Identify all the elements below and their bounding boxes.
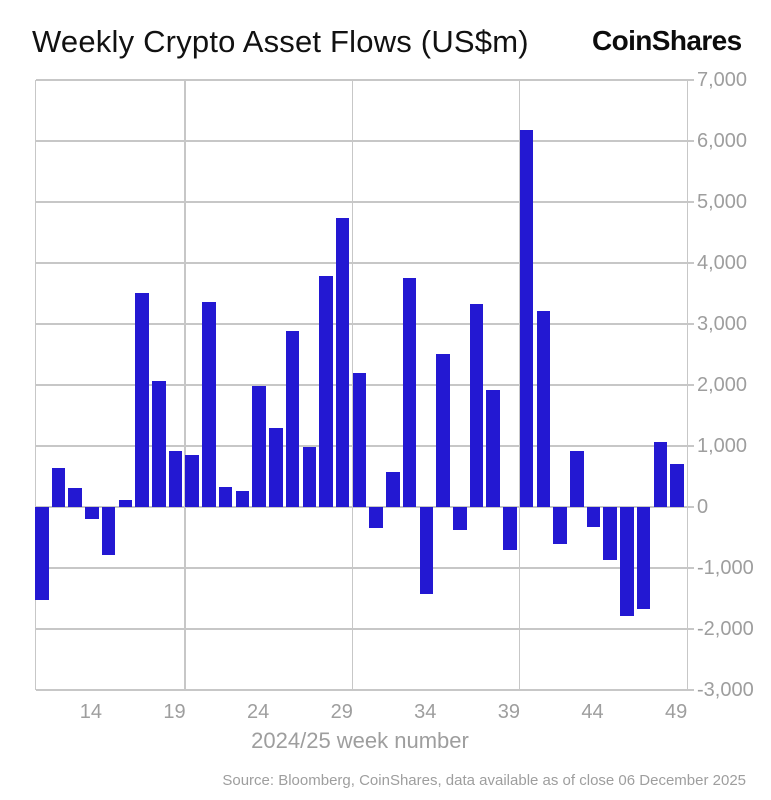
y-tick-label: 4,000: [697, 252, 748, 274]
bar-week-48: [653, 441, 668, 507]
gridline-y--2000: [36, 628, 687, 630]
bar-week-47: [636, 507, 651, 610]
bar-week-12: [51, 467, 66, 507]
chart-title: Weekly Crypto Asset Flows (US$m): [32, 24, 529, 59]
gridline-y-0: [36, 506, 687, 508]
gridline-y-3000: [36, 323, 687, 325]
bar-week-44: [586, 507, 601, 528]
gridline-y-7000: [36, 79, 687, 81]
y-tick-label: -3,000: [697, 679, 754, 701]
y-tick-label: 7,000: [697, 69, 748, 91]
x-tick-label-49: 49: [664, 701, 688, 723]
bar-week-39: [503, 507, 517, 551]
bar-week-11: [35, 507, 49, 600]
bar-week-30: [352, 373, 367, 507]
bar-week-16: [118, 500, 133, 507]
y-tick-mark: [687, 140, 694, 142]
bar-week-15: [101, 507, 116, 555]
bar-week-20: [185, 455, 199, 507]
plot-area: [35, 79, 694, 691]
bar-week-42: [553, 507, 567, 545]
y-tick-label: 3,000: [697, 313, 748, 335]
bar-week-25: [269, 428, 283, 507]
bar-week-29: [335, 217, 350, 507]
gridline-y-5000: [36, 201, 687, 203]
bar-week-18: [152, 380, 166, 507]
bar-week-31: [369, 507, 383, 529]
y-tick-mark: [687, 201, 694, 203]
gridline-y--1000: [36, 567, 687, 569]
y-tick-label: -2,000: [697, 618, 754, 640]
bar-week-49: [670, 463, 684, 507]
y-tick-mark: [687, 323, 694, 325]
bar-week-21: [202, 302, 216, 507]
bar-week-27: [302, 447, 317, 507]
y-tick-mark: [687, 384, 694, 386]
source-note: Source: Bloomberg, CoinShares, data avai…: [222, 772, 746, 789]
y-tick-label: 5,000: [697, 191, 748, 213]
y-tick-label: 0: [697, 496, 709, 518]
bar-week-33: [402, 277, 417, 507]
bar-week-35: [436, 353, 450, 507]
bar-week-34: [419, 507, 434, 594]
x-tick-label-19: 19: [163, 701, 186, 723]
y-tick-mark: [687, 506, 694, 508]
y-tick-mark: [687, 567, 694, 569]
y-tick-mark: [687, 445, 694, 447]
x-tick-label-24: 24: [246, 701, 270, 723]
bar-week-38: [486, 390, 500, 507]
bar-week-41: [536, 311, 551, 507]
gridline-x-after-week-29: [351, 80, 354, 690]
y-tick-label: -1,000: [697, 557, 754, 579]
bar-week-40: [519, 130, 534, 507]
x-tick-label-34: 34: [414, 701, 437, 723]
bar-week-17: [135, 292, 149, 507]
bar-week-43: [570, 450, 584, 507]
bar-week-23: [235, 491, 250, 507]
gridline-x-after-week-19: [184, 80, 186, 690]
y-tick-label: 2,000: [697, 374, 748, 396]
bar-week-19: [168, 450, 183, 507]
gridline-y-6000: [36, 140, 687, 142]
bar-week-26: [285, 330, 300, 507]
gridline-x-after-week-39: [518, 80, 521, 690]
bar-week-32: [386, 472, 400, 507]
y-tick-mark: [687, 262, 694, 264]
x-tick-label-44: 44: [581, 701, 604, 723]
bar-week-28: [319, 276, 333, 507]
y-tick-mark: [687, 689, 694, 691]
x-tick-label-14: 14: [79, 701, 103, 723]
bar-week-13: [68, 488, 82, 507]
gridline-y-4000: [36, 262, 687, 264]
x-tick-label-29: 29: [330, 701, 353, 723]
y-tick-label: 1,000: [697, 435, 748, 457]
x-tick-label-39: 39: [497, 701, 521, 723]
bar-week-46: [620, 507, 634, 616]
bar-week-22: [218, 487, 233, 507]
y-tick-label: 6,000: [697, 130, 748, 152]
y-tick-mark: [687, 79, 694, 81]
x-axis-title: 2024/25 week number: [251, 728, 469, 753]
y-tick-mark: [687, 628, 694, 630]
bar-week-37: [469, 303, 484, 507]
bar-week-14: [85, 507, 99, 520]
bar-week-45: [603, 507, 617, 561]
bar-week-24: [252, 386, 266, 507]
coinshares-logo: CoinShares: [592, 25, 742, 56]
bar-week-36: [453, 507, 467, 530]
gridline-y--3000: [36, 689, 687, 691]
